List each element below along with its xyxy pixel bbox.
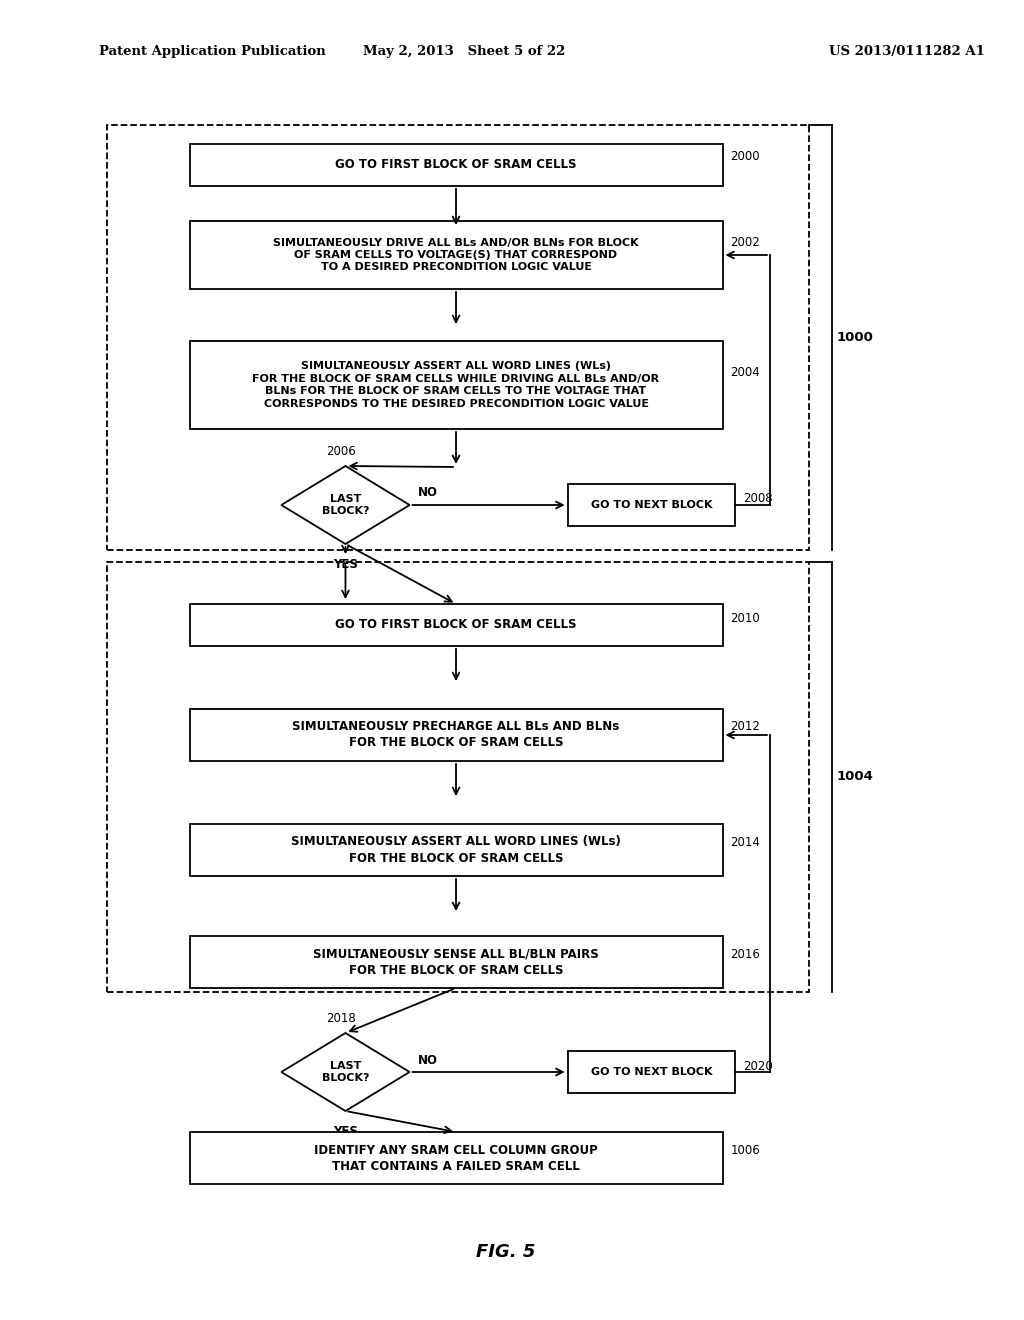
Text: LAST
BLOCK?: LAST BLOCK?: [322, 494, 370, 516]
Text: 1000: 1000: [837, 331, 873, 345]
Text: IDENTIFY ANY SRAM CELL COLUMN GROUP
THAT CONTAINS A FAILED SRAM CELL: IDENTIFY ANY SRAM CELL COLUMN GROUP THAT…: [314, 1143, 598, 1172]
Text: 2006: 2006: [326, 445, 355, 458]
Text: 2020: 2020: [743, 1060, 773, 1072]
Text: 2010: 2010: [730, 612, 760, 626]
Text: 2002: 2002: [730, 236, 760, 249]
Text: 2016: 2016: [730, 948, 760, 961]
Text: LAST
BLOCK?: LAST BLOCK?: [322, 1061, 370, 1084]
Text: YES: YES: [333, 558, 358, 572]
FancyBboxPatch shape: [567, 1051, 735, 1093]
Text: May 2, 2013   Sheet 5 of 22: May 2, 2013 Sheet 5 of 22: [362, 45, 565, 58]
Text: US 2013/0111282 A1: US 2013/0111282 A1: [829, 45, 985, 58]
Text: GO TO FIRST BLOCK OF SRAM CELLS: GO TO FIRST BLOCK OF SRAM CELLS: [335, 158, 577, 172]
Text: SIMULTANEOUSLY PRECHARGE ALL BLs AND BLNs
FOR THE BLOCK OF SRAM CELLS: SIMULTANEOUSLY PRECHARGE ALL BLs AND BLN…: [293, 721, 620, 750]
Text: 1006: 1006: [730, 1143, 760, 1156]
FancyBboxPatch shape: [189, 220, 723, 289]
Text: NO: NO: [418, 487, 437, 499]
FancyBboxPatch shape: [189, 1133, 723, 1184]
FancyBboxPatch shape: [189, 341, 723, 429]
Text: 2004: 2004: [730, 367, 760, 380]
Text: 2008: 2008: [743, 492, 773, 506]
Text: SIMULTANEOUSLY SENSE ALL BL/BLN PAIRS
FOR THE BLOCK OF SRAM CELLS: SIMULTANEOUSLY SENSE ALL BL/BLN PAIRS FO…: [313, 948, 599, 977]
FancyBboxPatch shape: [189, 144, 723, 186]
FancyBboxPatch shape: [189, 824, 723, 876]
Text: GO TO NEXT BLOCK: GO TO NEXT BLOCK: [591, 500, 713, 510]
Text: 2018: 2018: [326, 1012, 355, 1026]
Text: 2000: 2000: [730, 150, 760, 164]
Text: NO: NO: [418, 1053, 437, 1067]
Text: GO TO FIRST BLOCK OF SRAM CELLS: GO TO FIRST BLOCK OF SRAM CELLS: [335, 619, 577, 631]
Text: GO TO NEXT BLOCK: GO TO NEXT BLOCK: [591, 1067, 713, 1077]
Text: 2014: 2014: [730, 836, 760, 849]
Polygon shape: [282, 1034, 410, 1111]
Polygon shape: [282, 466, 410, 544]
Text: SIMULTANEOUSLY ASSERT ALL WORD LINES (WLs)
FOR THE BLOCK OF SRAM CELLS: SIMULTANEOUSLY ASSERT ALL WORD LINES (WL…: [291, 836, 621, 865]
FancyBboxPatch shape: [189, 709, 723, 762]
FancyBboxPatch shape: [567, 484, 735, 525]
Text: SIMULTANEOUSLY ASSERT ALL WORD LINES (WLs)
FOR THE BLOCK OF SRAM CELLS WHILE DRI: SIMULTANEOUSLY ASSERT ALL WORD LINES (WL…: [253, 362, 659, 409]
Text: YES: YES: [333, 1125, 358, 1138]
Text: 1004: 1004: [837, 771, 873, 784]
Text: Patent Application Publication: Patent Application Publication: [98, 45, 326, 58]
Text: SIMULTANEOUSLY DRIVE ALL BLs AND/OR BLNs FOR BLOCK
OF SRAM CELLS TO VOLTAGE(S) T: SIMULTANEOUSLY DRIVE ALL BLs AND/OR BLNs…: [273, 238, 639, 272]
Text: FIG. 5: FIG. 5: [476, 1243, 536, 1261]
Text: 2012: 2012: [730, 721, 760, 734]
FancyBboxPatch shape: [189, 936, 723, 987]
FancyBboxPatch shape: [189, 605, 723, 645]
